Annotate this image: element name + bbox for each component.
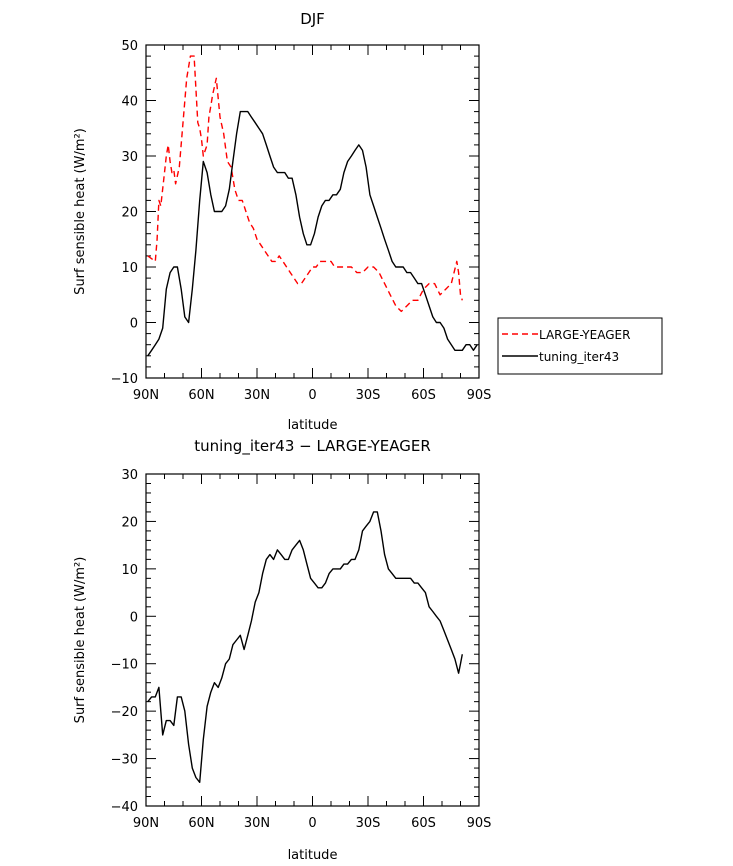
x-tick-label: 60S (411, 388, 436, 403)
x-tick-label: 90N (133, 388, 159, 403)
series-line-tuning-iter43 (147, 110, 478, 357)
x-tick-label: 90N (133, 816, 159, 831)
x-tick-label: 30S (356, 388, 381, 403)
y-tick-label: 10 (121, 563, 138, 578)
chart-title: DJF (300, 10, 325, 28)
x-tick-label: 30N (244, 816, 270, 831)
y-tick-label: 30 (121, 468, 138, 483)
series-lines (147, 55, 478, 357)
x-tick-label: 0 (308, 816, 316, 831)
djf-chart: DJF 90N 60N 30N 0 30S 60S 90S −10 0 10 20 30 40 50 l… (73, 10, 663, 433)
y-tick-label: −10 (111, 372, 138, 387)
x-tick-label: 90S (467, 388, 492, 403)
y-tick-label: 20 (121, 206, 138, 221)
plot-frame (145, 473, 480, 807)
x-axis-label: latitude (288, 848, 338, 863)
difference-chart: tuning_iter43 − LARGE-YEAGER 90N 60N 30N 0 3… (73, 437, 491, 863)
y-tick-label: 30 (121, 150, 138, 165)
legend-label-large-yeager: LARGE-YEAGER (539, 328, 630, 342)
chart-title: tuning_iter43 − LARGE-YEAGER (194, 437, 431, 456)
tick-marks (145, 44, 480, 379)
y-tick-label: 50 (121, 39, 138, 54)
series-line-large-yeager (147, 55, 463, 313)
x-tick-label: 90S (467, 816, 492, 831)
y-tick-labels: −40 −30 −20 −10 0 10 20 30 (111, 468, 138, 815)
x-tick-labels: 90N 60N 30N 0 30S 60S 90S (133, 388, 492, 403)
y-tick-labels: −10 0 10 20 30 40 50 (111, 39, 138, 387)
x-tick-label: 30N (244, 388, 270, 403)
y-tick-label: −40 (111, 800, 138, 815)
x-tick-label: 0 (308, 388, 316, 403)
y-tick-label: −10 (111, 658, 138, 673)
x-tick-labels: 90N 60N 30N 0 30S 60S 90S (133, 816, 492, 831)
y-tick-label: 40 (121, 95, 138, 110)
x-tick-label: 30S (356, 816, 381, 831)
series-lines (147, 511, 463, 783)
legend-box (497, 317, 663, 375)
x-tick-label: 60S (411, 816, 436, 831)
y-tick-label: 10 (121, 261, 138, 276)
y-axis-label: Surf sensible heat (W/m²) (73, 128, 88, 295)
y-tick-label: −20 (111, 705, 138, 720)
x-tick-label: 60N (188, 816, 214, 831)
x-tick-label: 60N (188, 388, 214, 403)
legend: LARGE-YEAGER tuning_iter43 (497, 317, 663, 375)
y-tick-label: −30 (111, 753, 138, 768)
y-tick-label: 0 (130, 610, 138, 625)
y-tick-label: 0 (130, 317, 138, 332)
series-line-difference (147, 511, 463, 783)
y-axis-label: Surf sensible heat (W/m²) (73, 557, 88, 724)
legend-label-tuning-iter43: tuning_iter43 (539, 350, 619, 364)
y-tick-label: 20 (121, 515, 138, 530)
tick-marks (145, 473, 480, 807)
x-axis-label: latitude (288, 418, 338, 433)
